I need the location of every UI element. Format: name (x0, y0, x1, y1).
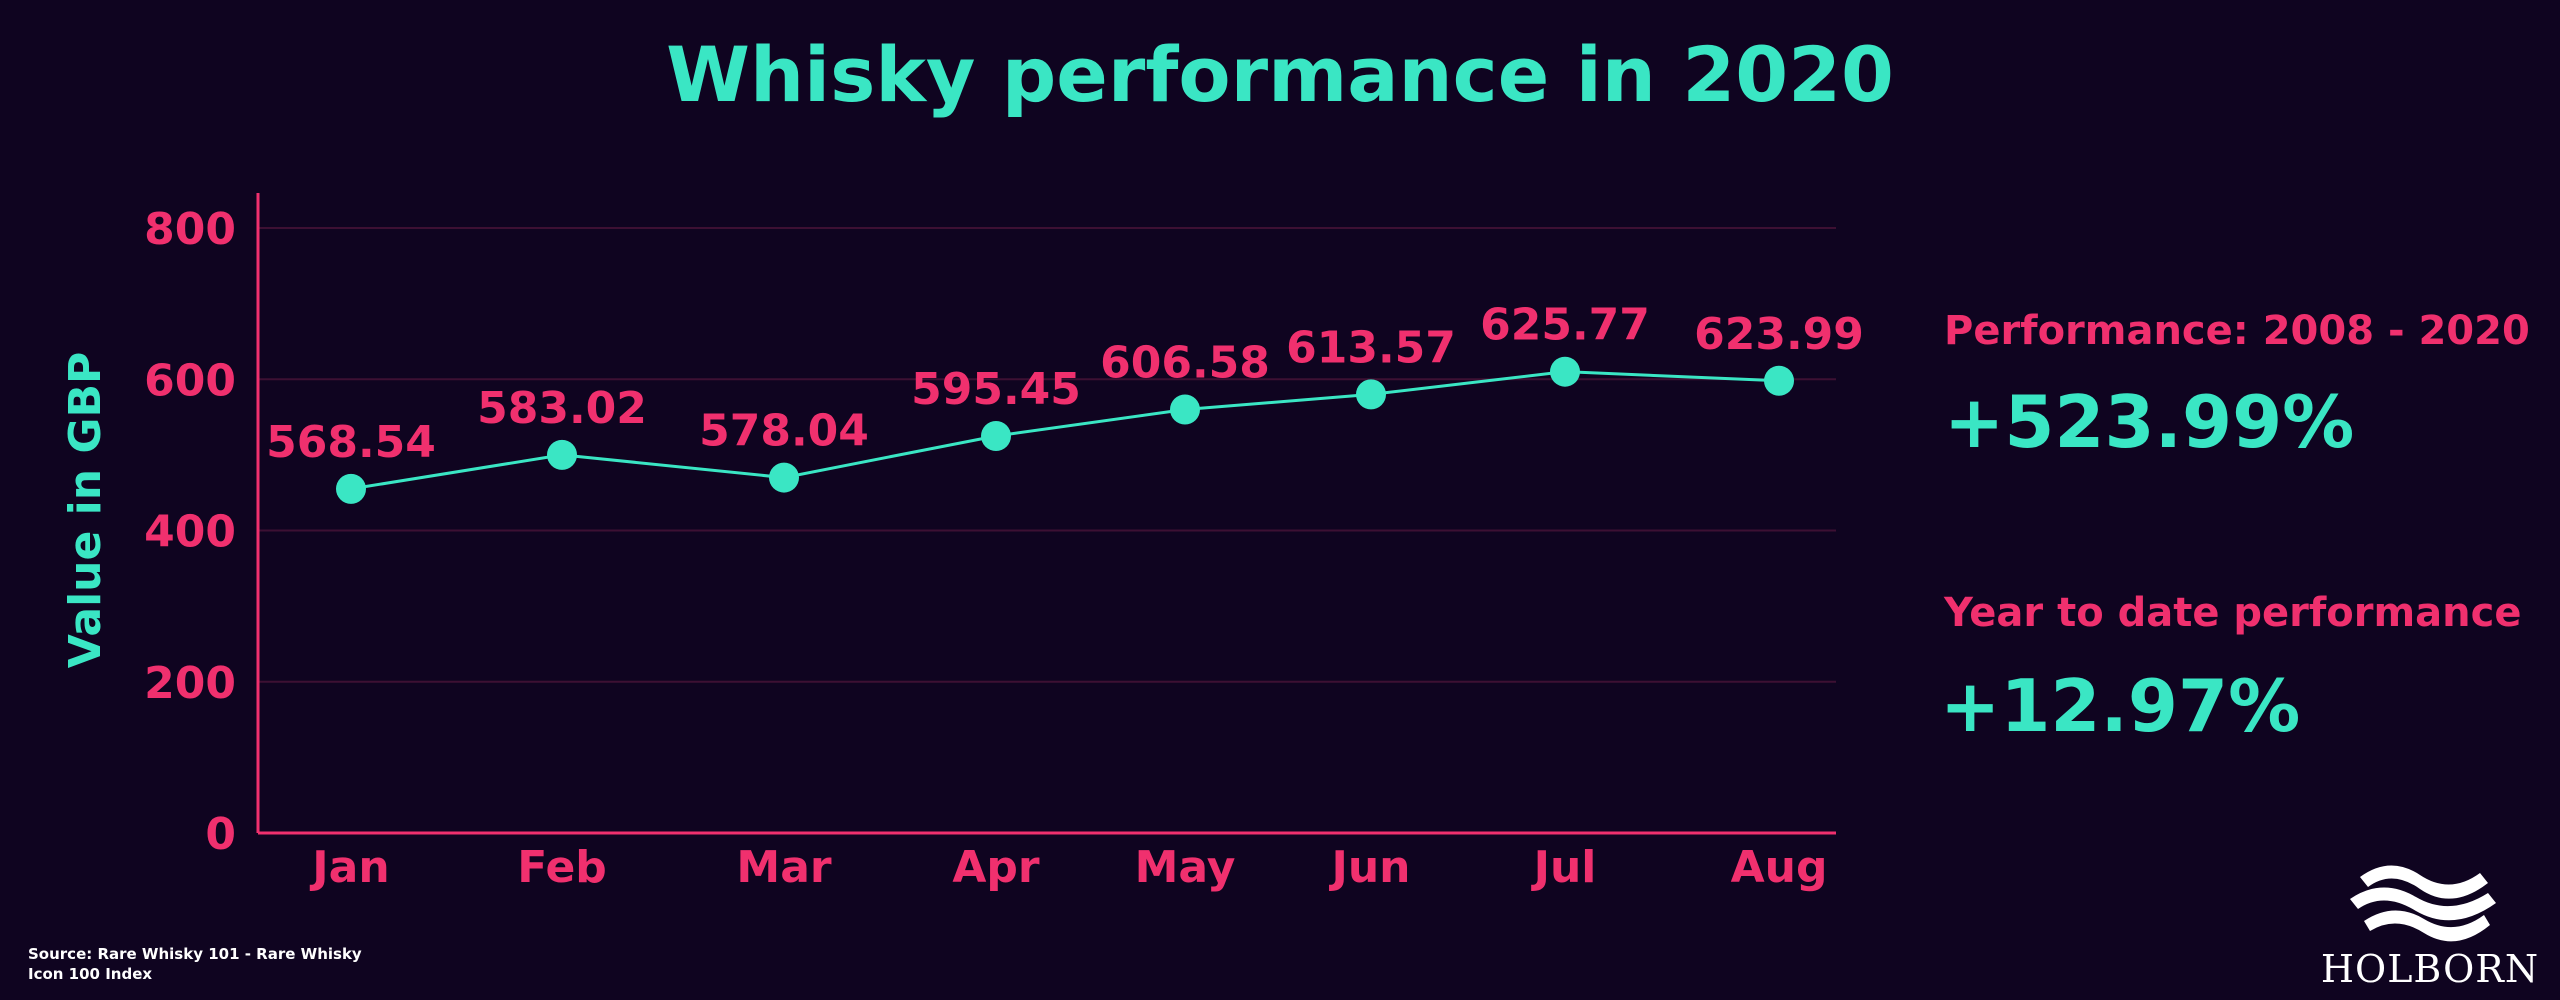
data-point (1550, 356, 1580, 387)
x-tick-label: Jul (1531, 842, 1597, 893)
stat-value-ytd: +12.97% (1940, 664, 2301, 748)
x-tick-labels: Jan Feb Mar Apr May Jun Jul Aug (309, 842, 1827, 893)
axes (256, 193, 1836, 835)
data-point (1170, 394, 1200, 425)
holborn-logo: HOLBORN (2320, 855, 2540, 991)
waves-icon (2350, 865, 2496, 942)
data-point (1764, 365, 1794, 396)
data-point (769, 462, 799, 493)
y-tick-labels: 800 600 400 200 0 (144, 204, 236, 860)
data-label: 595.45 (911, 364, 1081, 415)
y-tick-label: 400 (144, 507, 236, 558)
data-point (547, 439, 577, 470)
stat-heading-ytd: Year to date performance (1944, 590, 2522, 636)
x-tick-label: Aug (1731, 842, 1828, 893)
x-tick-label: Feb (517, 842, 607, 893)
data-label: 583.02 (477, 383, 647, 434)
x-tick-label: May (1135, 842, 1236, 893)
y-tick-label: 600 (144, 355, 236, 406)
data-label: 625.77 (1480, 300, 1650, 351)
data-label: 568.54 (266, 417, 436, 468)
series (336, 356, 1794, 504)
data-label: 613.57 (1286, 322, 1456, 373)
y-tick-label: 200 (144, 658, 236, 709)
stat-heading-overall: Performance: 2008 - 2020 (1944, 308, 2530, 354)
logo-text: HOLBORN (2320, 947, 2540, 991)
x-tick-label: Jun (1328, 842, 1410, 893)
series-line (350, 370, 1780, 491)
data-label: 578.04 (699, 406, 869, 457)
source-note: Source: Rare Whisky 101 - Rare Whisky Ic… (28, 945, 362, 983)
data-point (1356, 379, 1386, 410)
chart-title: Whisky performance in 2020 (666, 30, 1894, 119)
x-tick-label: Apr (952, 842, 1040, 893)
data-point (981, 420, 1011, 451)
y-axis-label: Value in GBP (60, 352, 111, 669)
data-point (336, 473, 366, 504)
data-label: 606.58 (1100, 338, 1270, 389)
y-tick-label: 800 (144, 204, 236, 255)
data-label: 623.99 (1694, 309, 1864, 360)
stat-value-overall: +523.99% (1944, 380, 2355, 464)
x-tick-label: Jan (309, 842, 389, 893)
y-tick-label: 0 (205, 809, 236, 860)
data-labels: 568.54 583.02 578.04 595.45 606.58 613.57 625.… (266, 300, 1864, 468)
grid-lines (258, 227, 1836, 683)
x-tick-label: Mar (736, 842, 831, 893)
